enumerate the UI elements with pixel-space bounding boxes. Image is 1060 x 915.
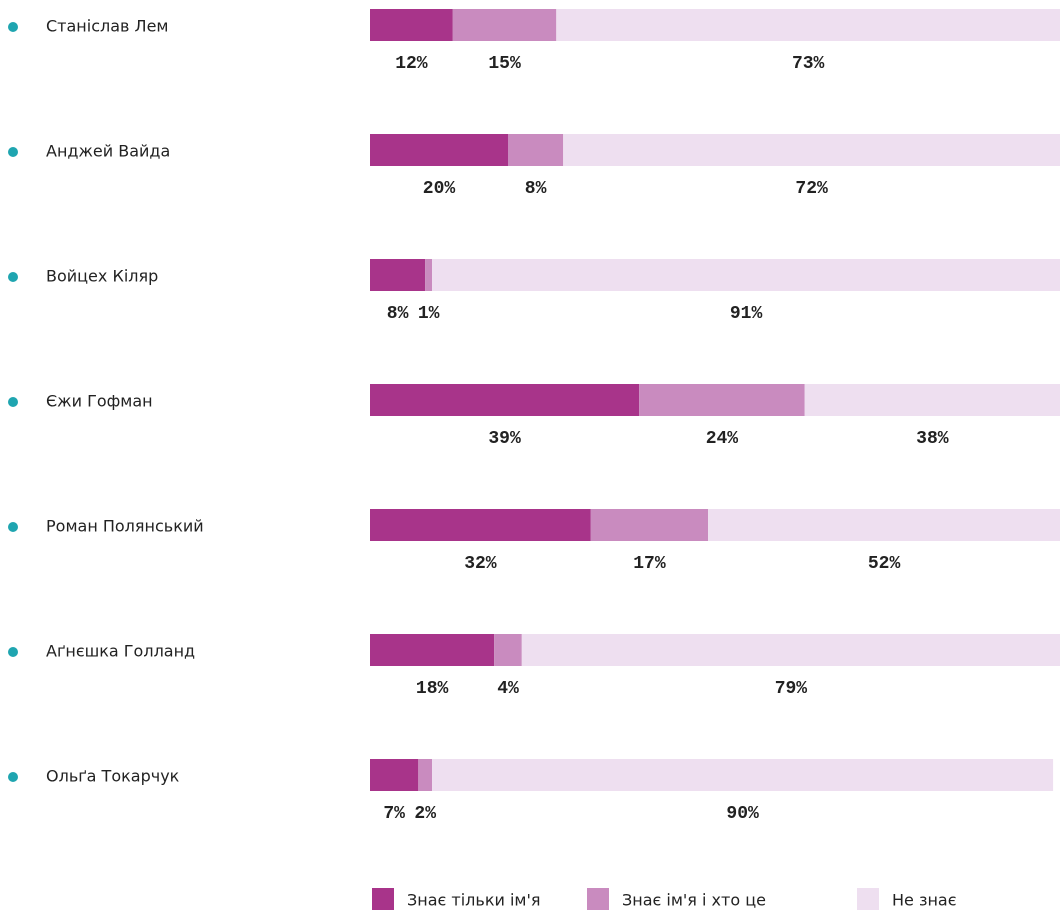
bar-segment	[508, 134, 564, 166]
value-label: 72%	[795, 179, 828, 199]
legend-swatch	[857, 888, 879, 910]
category-label: Єжи Гофман	[46, 392, 153, 411]
legend-label: Знає тільки ім'я	[407, 891, 541, 910]
value-label: 24%	[706, 429, 739, 449]
value-label: 91%	[730, 304, 763, 324]
category-label: Станіслав Лем	[46, 17, 169, 36]
value-label: 52%	[868, 554, 901, 574]
bar-segment	[432, 259, 1060, 291]
value-label: 79%	[775, 679, 808, 699]
bar-segment	[370, 134, 508, 166]
bar-segment	[708, 509, 1060, 541]
value-label: 15%	[488, 54, 521, 74]
category-label: Аґнєшка Голланд	[46, 642, 195, 661]
bar-segment	[370, 634, 495, 666]
category-label: Ольґа Токарчук	[46, 767, 180, 786]
value-label: 2%	[414, 804, 436, 824]
category-label: Роман Полянський	[46, 517, 204, 536]
bar-segment	[556, 9, 1060, 41]
bullet	[8, 22, 18, 32]
bar-segment	[370, 509, 591, 541]
value-label: 4%	[497, 679, 519, 699]
value-label: 20%	[423, 179, 456, 199]
bar-segment	[432, 759, 1054, 791]
value-label: 38%	[916, 429, 949, 449]
bar-segment	[590, 509, 709, 541]
bar-segment	[370, 9, 453, 41]
bar-segment	[494, 634, 522, 666]
bar-segment	[563, 134, 1060, 166]
bar-segment	[418, 759, 433, 791]
value-label: 8%	[387, 304, 409, 324]
legend-swatch	[372, 888, 394, 910]
bullet	[8, 147, 18, 157]
legend-swatch	[587, 888, 609, 910]
value-label: 17%	[633, 554, 666, 574]
value-label: 18%	[416, 679, 449, 699]
value-label: 8%	[525, 179, 547, 199]
bullet	[8, 397, 18, 407]
bullet	[8, 522, 18, 532]
bar-segment	[452, 9, 557, 41]
bar-segment	[639, 384, 805, 416]
bullet	[8, 272, 18, 282]
bullet	[8, 772, 18, 782]
bar-segment	[804, 384, 1060, 416]
value-label: 90%	[726, 804, 759, 824]
legend-label: Знає ім'я і хто це	[622, 891, 766, 910]
bar-segment	[521, 634, 1060, 666]
value-label: 39%	[488, 429, 521, 449]
legend-label: Не знає	[892, 891, 957, 910]
category-label: Анджей Вайда	[46, 142, 170, 161]
value-label: 1%	[418, 304, 440, 324]
bar-segment	[425, 259, 433, 291]
bar-segment	[370, 259, 426, 291]
bullet	[8, 647, 18, 657]
bar-segment	[370, 384, 640, 416]
value-label: 7%	[383, 804, 405, 824]
value-label: 73%	[792, 54, 825, 74]
value-label: 12%	[395, 54, 428, 74]
category-label: Войцех Кіляр	[46, 267, 158, 286]
bar-segment	[370, 759, 419, 791]
value-label: 32%	[464, 554, 497, 574]
